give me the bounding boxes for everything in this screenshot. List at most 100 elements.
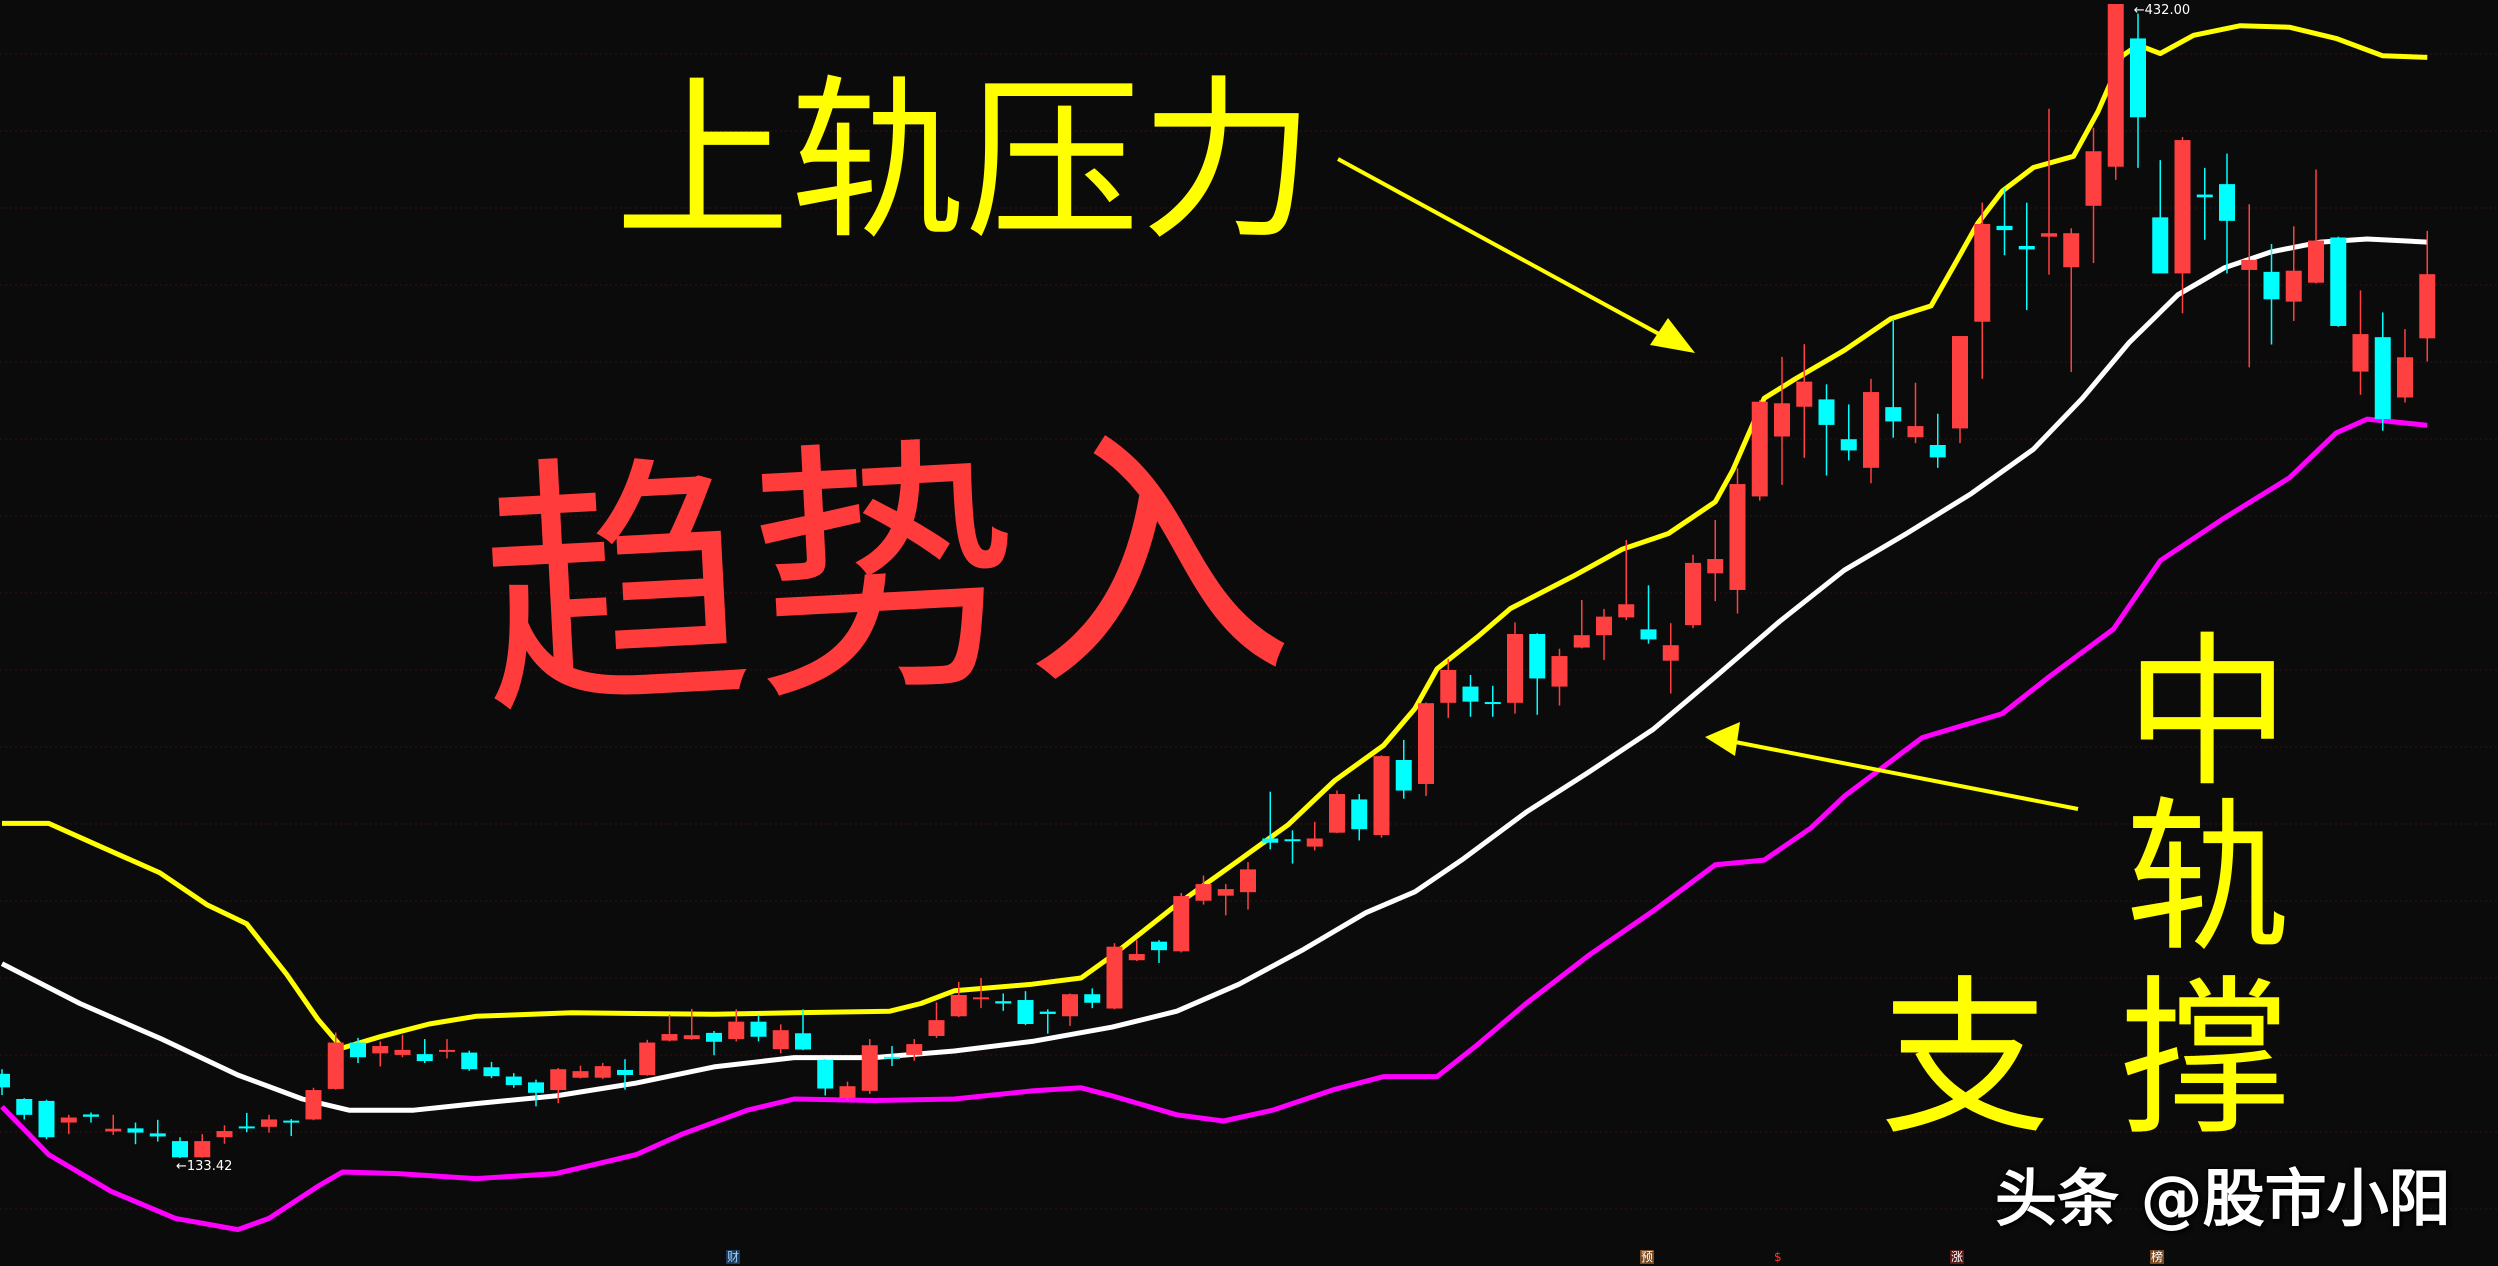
- bottom-marker[interactable]: 财: [726, 1250, 741, 1264]
- candle-body-up: [1128, 954, 1145, 961]
- lower-band-line: [0, 416, 2428, 1233]
- candle-body-down: [283, 1120, 300, 1123]
- candle-body-down: [1262, 838, 1279, 843]
- candle: [483, 1061, 500, 1079]
- candle-body-up: [1418, 703, 1434, 784]
- candle-body-down: [149, 1133, 166, 1137]
- bottom-marker[interactable]: 涨: [1950, 1250, 1965, 1264]
- candle: [1418, 702, 1434, 796]
- candle-body-down: [1885, 407, 1902, 422]
- candle: [1195, 875, 1212, 905]
- candle-body-up: [1173, 896, 1190, 952]
- candle-body-up: [1974, 223, 1991, 322]
- upper-note-arrow-shaft: [1337, 157, 1671, 342]
- candle: [60, 1114, 77, 1135]
- bottom-marker[interactable]: 榜: [2150, 1250, 2165, 1264]
- candle: [706, 1030, 722, 1056]
- candle: [216, 1125, 233, 1144]
- candle: [2330, 236, 2347, 327]
- candle: [1907, 382, 1924, 444]
- candle-body-up: [861, 1045, 878, 1091]
- candle-body-down: [2130, 38, 2146, 118]
- candle: [728, 1009, 745, 1042]
- candle: [1351, 794, 1368, 841]
- candle: [973, 978, 989, 1009]
- candle-body-up: [1596, 616, 1612, 636]
- candle-body-down: [2152, 217, 2169, 274]
- candle: [750, 1014, 767, 1042]
- candle: [16, 1098, 33, 1120]
- candle-body-down: [1084, 994, 1101, 1003]
- candle-body-down: [995, 1001, 1012, 1004]
- candle-body-up: [2285, 270, 2302, 302]
- candle: [1662, 623, 1679, 694]
- candle-body-down: [2330, 237, 2347, 326]
- candle-body-up: [683, 1035, 700, 1040]
- candle-body-up: [1306, 838, 1323, 847]
- candle-body-down: [0, 1073, 10, 1088]
- candle: [1618, 540, 1635, 621]
- candle-body-up: [2063, 233, 2080, 268]
- candle-body-up: [1106, 946, 1123, 1009]
- candle-body-down: [1017, 1000, 1034, 1024]
- candle-body-down: [1929, 445, 1946, 458]
- candle: [327, 1032, 344, 1090]
- candle: [617, 1059, 633, 1090]
- candle-body-down: [416, 1054, 433, 1062]
- candle-body-down: [795, 1033, 811, 1050]
- bottom-marker[interactable]: $: [1774, 1250, 1782, 1264]
- candle: [350, 1037, 366, 1064]
- candle: [2196, 167, 2213, 240]
- candle: [1952, 336, 1968, 444]
- candle-body-up: [928, 1020, 945, 1036]
- candle-body-up: [1373, 756, 1390, 835]
- candle-body-up: [1796, 381, 1813, 407]
- candle-body-up: [60, 1117, 77, 1123]
- candle-body-down: [1284, 839, 1301, 842]
- candle: [1062, 993, 1078, 1026]
- candle: [1151, 940, 1167, 963]
- candles: [0, 4, 2436, 1159]
- candle: [2174, 136, 2191, 314]
- candle-body-up: [1329, 794, 1345, 833]
- candle: [2107, 4, 2124, 180]
- candle: [2285, 226, 2302, 321]
- middle-note-arrow-head-icon: [1705, 722, 1740, 756]
- candle: [1573, 600, 1590, 649]
- candle: [416, 1039, 433, 1064]
- grid-lines: [0, 53, 2498, 1210]
- candle: [528, 1079, 544, 1107]
- candle-body-down: [817, 1059, 834, 1089]
- candle-body-down: [127, 1128, 144, 1133]
- candle-body-up: [1440, 669, 1457, 703]
- candle-body-up: [1751, 401, 1768, 497]
- candle-body-down: [1484, 702, 1501, 705]
- candle-body-down: [528, 1082, 544, 1093]
- candle-body-up: [1573, 635, 1590, 648]
- middle-note-arrow-shaft: [1724, 738, 2079, 811]
- candle: [2263, 244, 2280, 345]
- candle: [1551, 648, 1568, 706]
- candle-body-down: [1996, 225, 2013, 231]
- candle: [2152, 160, 2169, 274]
- candle-body-up: [1195, 884, 1212, 901]
- bottom-marker[interactable]: 预: [1640, 1250, 1655, 1264]
- candle-body-up: [2041, 233, 2057, 237]
- candle-body-up: [305, 1090, 322, 1120]
- candle: [594, 1063, 611, 1079]
- candle-body-down: [16, 1098, 33, 1115]
- candle: [1818, 384, 1835, 476]
- candle: [1774, 356, 1790, 485]
- candle: [127, 1122, 144, 1145]
- candle: [2419, 230, 2436, 362]
- candle: [1596, 608, 1612, 660]
- candle-body-down: [1818, 399, 1835, 425]
- candle-body-up: [594, 1066, 611, 1078]
- candle-body-up: [1618, 604, 1635, 618]
- candle: [572, 1065, 589, 1079]
- candle: [1039, 1009, 1056, 1034]
- candle: [1796, 344, 1813, 458]
- candle: [839, 1081, 856, 1101]
- candle-body-up: [1685, 562, 1701, 626]
- candle: [2352, 290, 2369, 395]
